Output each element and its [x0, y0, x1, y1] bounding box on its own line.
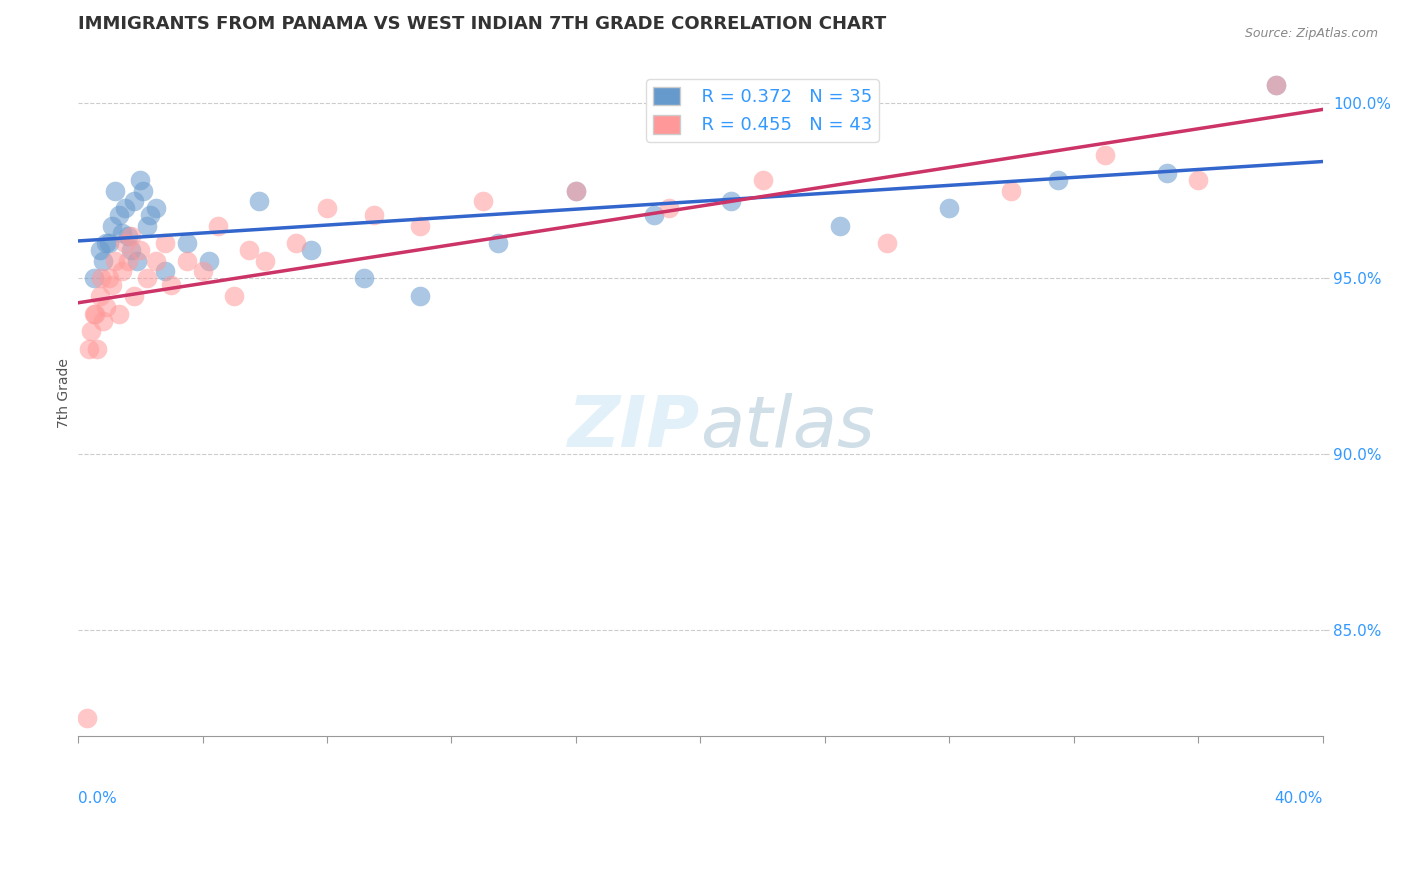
Point — [98, 236, 121, 251]
Point — [135, 219, 157, 233]
Point — [111, 264, 134, 278]
Point — [91, 253, 114, 268]
Text: 0.0%: 0.0% — [79, 790, 117, 805]
Point — [176, 236, 198, 251]
Point — [104, 253, 127, 268]
Point — [1264, 78, 1286, 92]
Text: Source: ZipAtlas.com: Source: ZipAtlas.com — [1244, 27, 1378, 40]
Point — [135, 271, 157, 285]
Point — [720, 194, 742, 208]
Point — [751, 173, 773, 187]
Point — [191, 264, 214, 278]
Point — [198, 253, 221, 268]
Point — [876, 236, 898, 251]
Text: ZIP: ZIP — [568, 392, 700, 461]
Point — [1187, 173, 1209, 187]
Text: 40.0%: 40.0% — [1274, 790, 1323, 805]
Point — [91, 313, 114, 327]
Point — [247, 194, 270, 208]
Point — [207, 219, 229, 233]
Point — [122, 194, 145, 208]
Point — [155, 264, 177, 278]
Point — [120, 244, 142, 258]
Point — [111, 226, 134, 240]
Point — [104, 184, 127, 198]
Point — [77, 342, 100, 356]
Point — [155, 236, 177, 251]
Point — [353, 271, 375, 285]
Point — [94, 236, 117, 251]
Point — [253, 253, 276, 268]
Point — [79, 324, 101, 338]
Point — [145, 253, 167, 268]
Point — [120, 229, 142, 244]
Point — [107, 307, 129, 321]
Point — [658, 201, 681, 215]
Point — [1000, 184, 1022, 198]
Point — [160, 278, 183, 293]
Point — [129, 173, 152, 187]
Point — [127, 253, 149, 268]
Point — [409, 219, 432, 233]
Point — [316, 201, 339, 215]
Point — [145, 201, 167, 215]
Point — [1264, 78, 1286, 92]
Point — [238, 244, 260, 258]
Point — [84, 307, 107, 321]
Point — [284, 236, 307, 251]
Point — [222, 289, 245, 303]
Point — [98, 271, 121, 285]
Point — [90, 271, 112, 285]
Point — [1156, 166, 1178, 180]
Point — [138, 208, 160, 222]
Point — [114, 201, 136, 215]
Point — [117, 253, 139, 268]
Point — [830, 219, 852, 233]
Point — [86, 342, 108, 356]
Point — [1094, 148, 1116, 162]
Point — [301, 244, 323, 258]
Point — [132, 184, 155, 198]
Text: IMMIGRANTS FROM PANAMA VS WEST INDIAN 7TH GRADE CORRELATION CHART: IMMIGRANTS FROM PANAMA VS WEST INDIAN 7T… — [79, 15, 886, 33]
Point — [643, 208, 665, 222]
Point — [101, 278, 124, 293]
Point — [129, 244, 152, 258]
Y-axis label: 7th Grade: 7th Grade — [58, 358, 72, 427]
Point — [76, 711, 98, 725]
Point — [122, 289, 145, 303]
Point — [1047, 173, 1070, 187]
Point — [114, 236, 136, 251]
Point — [83, 307, 105, 321]
Point — [89, 244, 111, 258]
Point — [471, 194, 494, 208]
Point — [83, 271, 105, 285]
Point — [107, 208, 129, 222]
Point — [486, 236, 509, 251]
Point — [94, 300, 117, 314]
Point — [409, 289, 432, 303]
Text: atlas: atlas — [700, 392, 875, 461]
Point — [176, 253, 198, 268]
Legend:   R = 0.372   N = 35,   R = 0.455   N = 43: R = 0.372 N = 35, R = 0.455 N = 43 — [647, 79, 879, 142]
Point — [363, 208, 385, 222]
Point — [89, 289, 111, 303]
Point — [938, 201, 960, 215]
Point — [565, 184, 588, 198]
Point — [565, 184, 588, 198]
Point — [101, 219, 124, 233]
Point — [117, 229, 139, 244]
